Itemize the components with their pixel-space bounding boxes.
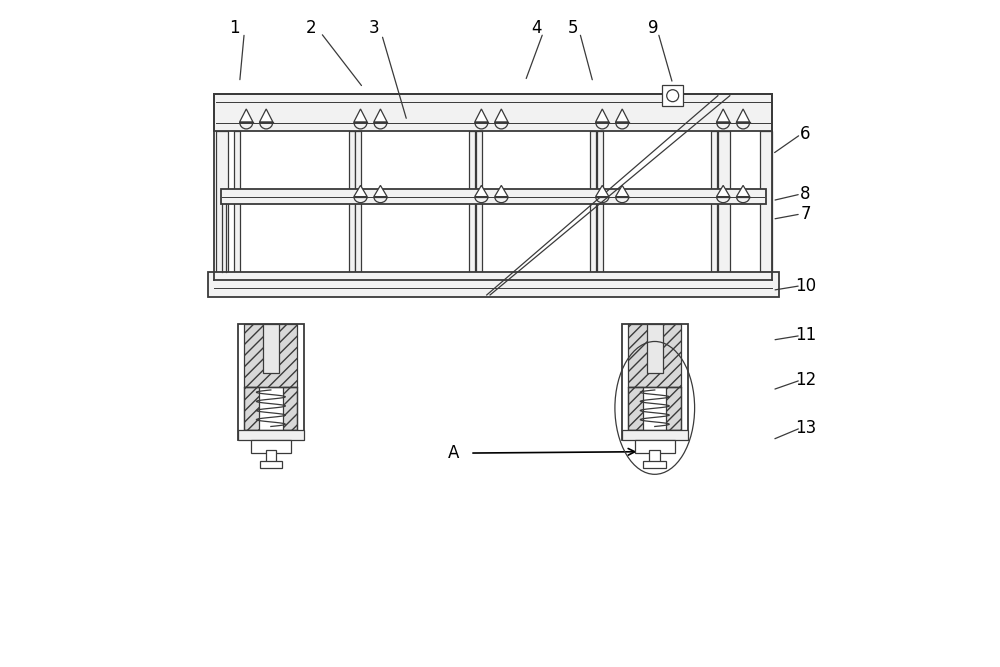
Bar xyxy=(622,430,688,440)
Polygon shape xyxy=(736,185,750,197)
Bar xyxy=(251,440,291,453)
Text: 1: 1 xyxy=(229,19,240,37)
Text: 13: 13 xyxy=(795,419,816,437)
Bar xyxy=(214,94,772,131)
Bar xyxy=(238,430,304,440)
Text: 8: 8 xyxy=(800,185,811,203)
Text: 11: 11 xyxy=(795,326,816,344)
Polygon shape xyxy=(495,185,508,197)
Text: 3: 3 xyxy=(368,19,379,37)
Bar xyxy=(244,323,297,387)
Bar xyxy=(263,323,279,374)
Text: 6: 6 xyxy=(800,125,811,143)
Bar xyxy=(666,387,681,430)
Text: 10: 10 xyxy=(795,277,816,295)
Polygon shape xyxy=(616,185,629,197)
Bar xyxy=(266,450,276,463)
Bar xyxy=(622,323,688,440)
Bar xyxy=(476,131,482,271)
Polygon shape xyxy=(260,109,273,122)
Bar xyxy=(635,440,675,453)
Polygon shape xyxy=(475,185,488,197)
Text: 4: 4 xyxy=(531,19,542,37)
Bar xyxy=(221,189,766,204)
Polygon shape xyxy=(596,185,609,197)
Bar xyxy=(628,387,643,430)
Polygon shape xyxy=(616,109,629,122)
Bar xyxy=(349,131,355,271)
Bar xyxy=(216,131,228,271)
Text: 12: 12 xyxy=(795,371,816,389)
Text: 5: 5 xyxy=(568,19,578,37)
Text: 2: 2 xyxy=(305,19,316,37)
Bar xyxy=(260,461,282,468)
Bar xyxy=(760,131,772,271)
Bar xyxy=(649,450,660,463)
Polygon shape xyxy=(374,109,387,122)
Bar xyxy=(590,131,596,271)
Bar xyxy=(711,131,717,271)
Polygon shape xyxy=(354,185,367,197)
Circle shape xyxy=(667,90,679,101)
Bar xyxy=(244,387,297,430)
Text: A: A xyxy=(448,444,459,462)
Bar xyxy=(208,271,779,297)
Polygon shape xyxy=(475,109,488,122)
Polygon shape xyxy=(736,109,750,122)
Polygon shape xyxy=(717,109,730,122)
Polygon shape xyxy=(717,185,730,197)
Bar xyxy=(662,85,683,106)
Bar xyxy=(234,131,240,271)
Polygon shape xyxy=(596,109,609,122)
Bar xyxy=(628,323,681,387)
Bar xyxy=(355,131,361,271)
Bar xyxy=(469,131,475,271)
Bar xyxy=(238,323,304,440)
Text: 7: 7 xyxy=(800,205,811,223)
Bar xyxy=(597,131,603,271)
Polygon shape xyxy=(354,109,367,122)
Bar xyxy=(628,387,681,430)
Polygon shape xyxy=(374,185,387,197)
Bar xyxy=(283,387,297,430)
Polygon shape xyxy=(240,109,253,122)
Bar xyxy=(643,461,666,468)
Bar xyxy=(718,131,730,271)
Text: 9: 9 xyxy=(648,19,658,37)
Bar xyxy=(244,387,259,430)
Polygon shape xyxy=(495,109,508,122)
Bar xyxy=(647,323,663,374)
